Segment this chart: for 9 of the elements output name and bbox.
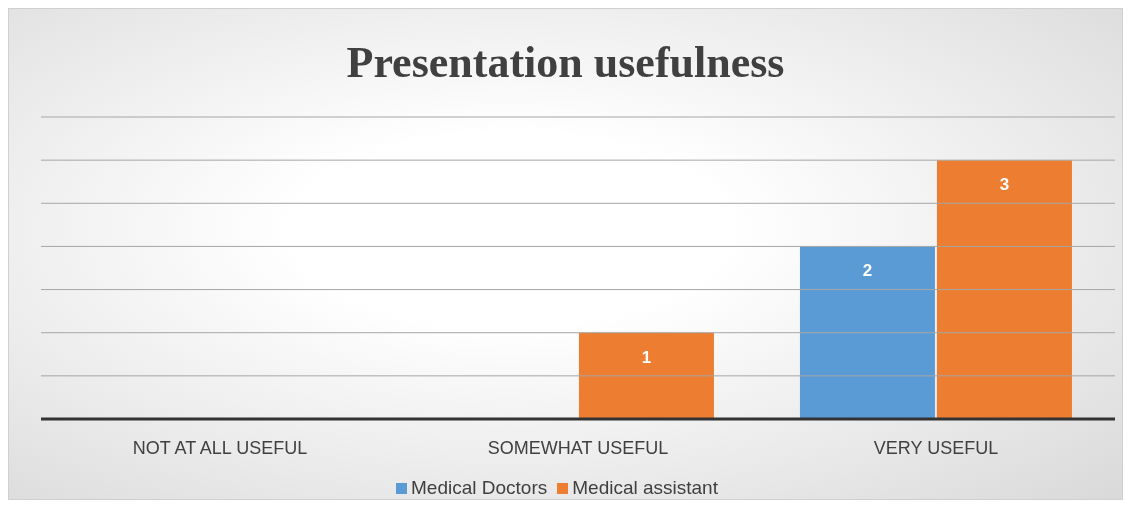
data-label: 3: [999, 175, 1010, 195]
x-tick-label: SOMEWHAT USEFUL: [487, 437, 669, 458]
data-label: 2: [862, 261, 873, 281]
data-label: 1: [641, 347, 652, 367]
legend-label: Medical Doctors: [411, 477, 548, 498]
chart-title: Presentation usefulness: [345, 37, 786, 89]
x-tick-label: VERY USEFUL: [873, 437, 999, 458]
x-tick-label: NOT AT ALL USEFUL: [132, 437, 308, 458]
legend-label: Medical assistant: [572, 477, 718, 498]
